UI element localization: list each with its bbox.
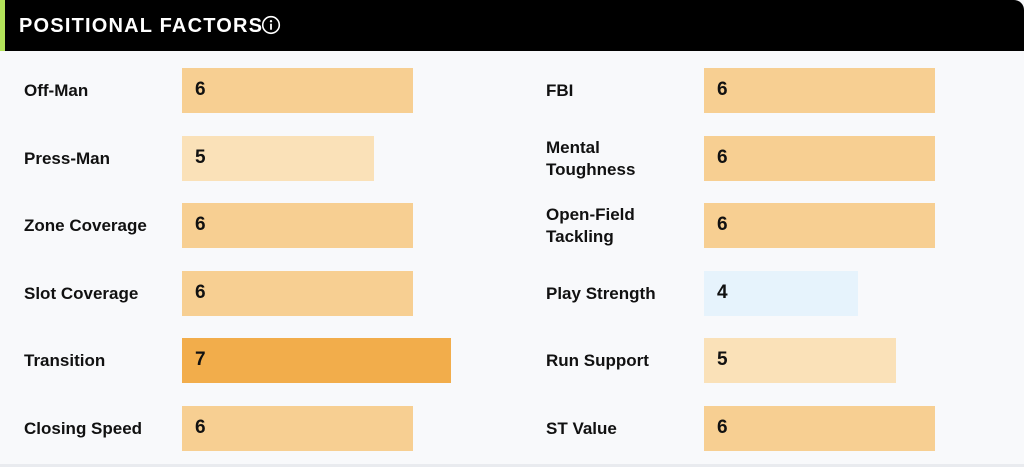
factor-score-bar-st-value: 6 <box>704 406 935 451</box>
factor-label-mental-toughness: Mental Toughness <box>546 138 636 179</box>
factor-score-bar-press-man: 5 <box>182 136 374 181</box>
factor-label-play-strength: Play Strength <box>546 284 656 303</box>
factor-score-bar-fbi: 6 <box>704 68 935 113</box>
factor-label-run-support: Run Support <box>546 351 649 370</box>
factor-score-value-run-support: 5 <box>717 349 728 370</box>
factor-score-bar-open-field-tackling: 6 <box>704 203 935 248</box>
section-title: POSITIONAL FACTORS <box>19 15 264 37</box>
factor-score-value-closing-speed: 6 <box>195 417 206 438</box>
factor-score-value-off-man: 6 <box>195 79 206 100</box>
factor-score-value-slot-coverage: 6 <box>195 282 206 303</box>
factor-label-zone-coverage: Zone Coverage <box>24 216 147 235</box>
factor-label-st-value: ST Value <box>546 419 617 438</box>
info-circle-icon[interactable] <box>261 15 281 35</box>
factor-label-transition: Transition <box>24 351 106 370</box>
factor-score-bar-slot-coverage: 6 <box>182 271 413 316</box>
factor-score-value-mental-toughness: 6 <box>717 147 728 168</box>
factor-score-bar-mental-toughness: 6 <box>704 136 935 181</box>
factor-label-press-man: Press-Man <box>24 149 110 168</box>
factor-score-value-press-man: 5 <box>195 147 206 168</box>
factor-label-closing-speed: Closing Speed <box>24 419 143 438</box>
factor-score-bar-run-support: 5 <box>704 338 896 383</box>
header-accent <box>0 0 5 51</box>
factor-score-value-zone-coverage: 6 <box>195 214 206 235</box>
factor-label-off-man: Off-Man <box>24 81 89 100</box>
factor-score-value-open-field-tackling: 6 <box>717 214 728 235</box>
factor-score-bar-play-strength: 4 <box>704 271 858 316</box>
factor-score-bar-transition: 7 <box>182 338 451 383</box>
factor-score-value-transition: 7 <box>195 349 206 370</box>
factor-score-bar-closing-speed: 6 <box>182 406 413 451</box>
factor-score-value-play-strength: 4 <box>717 282 728 303</box>
card-bottom-border <box>0 464 1024 467</box>
card-header: POSITIONAL FACTORS <box>0 0 1024 51</box>
factor-score-bar-zone-coverage: 6 <box>182 203 413 248</box>
factor-score-value-st-value: 6 <box>717 417 728 438</box>
factor-label-fbi: FBI <box>546 81 574 100</box>
factor-label-slot-coverage: Slot Coverage <box>24 284 139 303</box>
factor-score-value-fbi: 6 <box>717 79 728 100</box>
factor-score-bar-off-man: 6 <box>182 68 413 113</box>
factor-label-open-field-tackling: Open-Field Tackling <box>546 205 635 246</box>
